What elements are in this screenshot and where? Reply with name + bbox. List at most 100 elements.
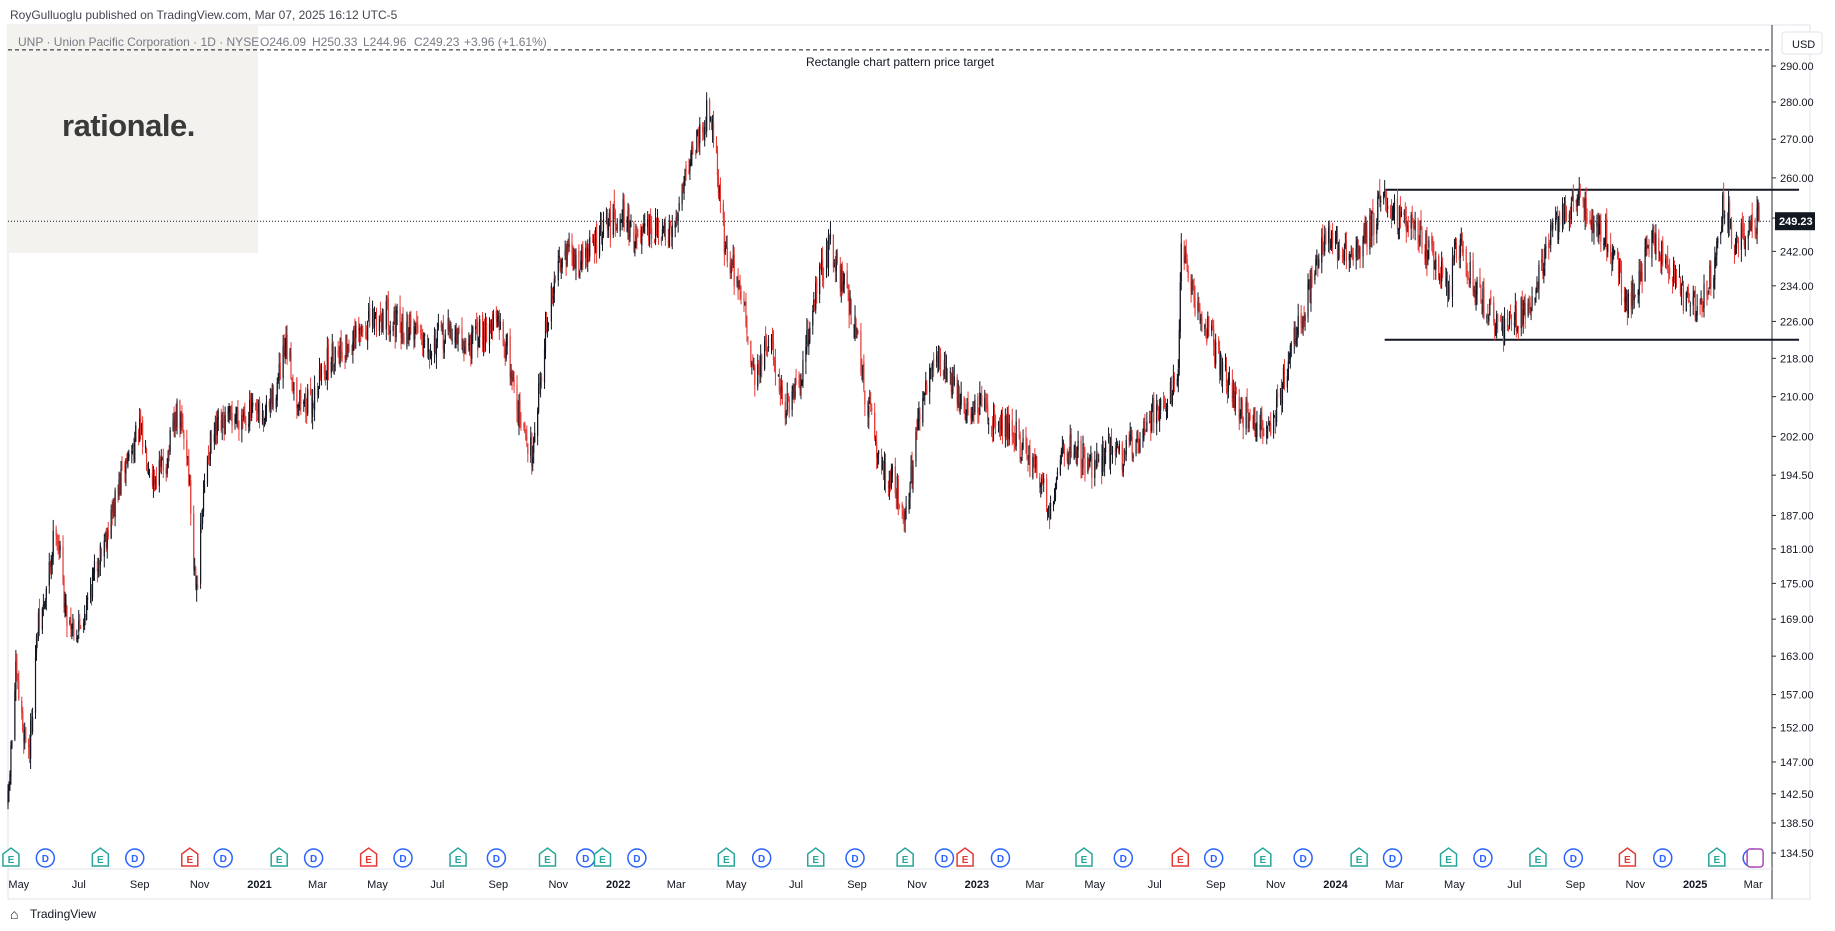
dividend-letter[interactable]: D [310,854,317,865]
earnings-letter[interactable]: E [1713,855,1720,866]
dividend-marker[interactable]: D [990,848,1011,868]
dividend-marker[interactable]: D [1203,848,1224,868]
earnings-letter[interactable]: E [186,855,193,866]
earnings-marker[interactable]: E [717,847,736,867]
dividend-letter[interactable]: D [493,854,500,865]
dividend-icon[interactable] [303,848,324,868]
earnings-icon[interactable] [359,847,378,867]
earnings-marker[interactable]: E [1708,847,1726,867]
earnings-icon[interactable] [1254,847,1272,867]
earnings-letter[interactable]: E [1535,855,1542,866]
dividend-icon[interactable] [125,848,145,868]
earnings-icon[interactable] [1529,847,1547,867]
earnings-letter[interactable]: E [276,855,283,866]
earnings-letter[interactable]: E [962,855,969,866]
dividend-marker[interactable]: D [303,848,324,868]
earnings-marker[interactable]: E [593,847,612,867]
earnings-marker[interactable]: E [1254,847,1272,867]
dividend-letter[interactable]: D [1570,854,1577,865]
earnings-icon[interactable] [956,847,974,867]
dividend-icon[interactable] [845,848,865,868]
earnings-marker[interactable]: E [896,847,914,867]
dividend-letter[interactable]: D [1659,854,1666,865]
currency-button-box[interactable] [1781,31,1823,55]
dividend-letter[interactable]: D [1210,854,1217,865]
earnings-letter[interactable]: E [1445,855,1452,866]
dividend-letter[interactable]: D [1389,854,1396,865]
dividend-letter[interactable]: D [582,854,589,865]
dividend-marker[interactable]: D [1382,848,1403,868]
earnings-icon[interactable] [449,847,467,867]
earnings-marker[interactable]: E [181,847,199,867]
dividend-letter[interactable]: D [997,854,1004,865]
earnings-letter[interactable]: E [1177,855,1184,866]
earnings-letter[interactable]: E [8,855,15,866]
earnings-letter[interactable]: E [455,855,462,866]
tradingview-brand[interactable]: ⌂ TradingView [10,906,96,922]
earnings-marker[interactable]: E [270,847,288,867]
dividend-letter[interactable]: D [399,854,406,865]
dividend-marker[interactable]: D [1563,848,1584,868]
dividend-icon[interactable] [393,848,413,868]
earnings-icon[interactable] [1171,847,1190,867]
dividend-icon[interactable] [1293,848,1313,868]
earnings-icon[interactable] [593,847,612,867]
earnings-icon[interactable] [2,847,20,867]
dividend-icon[interactable] [1113,848,1134,868]
earnings-marker[interactable]: E [2,847,20,867]
earnings-letter[interactable]: E [1259,855,1266,866]
earnings-icon[interactable] [1708,847,1726,867]
dividend-marker[interactable]: D [934,848,955,868]
split-marker[interactable] [1746,848,1764,868]
earnings-marker[interactable]: E [538,847,557,867]
earnings-marker[interactable]: E [806,847,825,867]
earnings-marker[interactable]: E [1350,847,1368,867]
dividend-icon[interactable] [213,848,233,868]
earnings-icon[interactable] [1439,847,1458,867]
dividend-letter[interactable]: D [220,854,227,865]
dividend-letter[interactable]: D [941,854,948,865]
dividend-icon[interactable] [1653,848,1673,868]
earnings-marker[interactable]: E [1529,847,1547,867]
dividend-icon[interactable] [1203,848,1224,868]
dividend-icon[interactable] [1473,848,1493,868]
earnings-letter[interactable]: E [599,855,606,866]
earnings-marker[interactable]: E [1439,847,1458,867]
dividend-letter[interactable]: D [1299,854,1306,865]
dividend-marker[interactable]: D [213,848,233,868]
earnings-marker[interactable]: E [449,847,467,867]
earnings-icon[interactable] [181,847,199,867]
earnings-icon[interactable] [1618,847,1637,867]
dividend-letter[interactable]: D [1120,854,1127,865]
earnings-icon[interactable] [91,847,110,867]
dividend-marker[interactable]: D [576,848,596,868]
dividend-marker[interactable]: D [845,848,865,868]
earnings-letter[interactable]: E [1356,855,1363,866]
dividend-letter[interactable]: D [851,854,858,865]
dividend-marker[interactable]: D [1293,848,1313,868]
dividend-letter[interactable]: D [131,854,138,865]
dividend-letter[interactable]: D [1479,854,1486,865]
earnings-marker[interactable]: E [1075,847,1093,867]
dividend-letter[interactable]: D [633,854,640,865]
earnings-marker[interactable]: E [956,847,974,867]
earnings-marker[interactable]: E [91,847,110,867]
dividend-icon[interactable] [35,848,56,868]
dividend-marker[interactable]: D [35,848,56,868]
dividend-marker[interactable]: D [627,848,647,868]
currency-button-label[interactable]: USD [1792,39,1815,51]
dividend-marker[interactable]: D [393,848,413,868]
earnings-letter[interactable]: E [365,855,372,866]
dividend-marker[interactable]: D [1113,848,1134,868]
dividend-icon[interactable] [990,848,1011,868]
earnings-letter[interactable]: E [812,855,819,866]
dividend-icon[interactable] [934,848,955,868]
earnings-icon[interactable] [896,847,914,867]
dividend-marker[interactable]: D [1473,848,1493,868]
dividend-icon[interactable] [1563,848,1584,868]
dividend-marker[interactable]: D [125,848,145,868]
dividend-letter[interactable]: D [42,854,49,865]
earnings-letter[interactable]: E [544,855,551,866]
earnings-marker[interactable]: E [1171,847,1190,867]
split-icon[interactable] [1746,848,1764,868]
